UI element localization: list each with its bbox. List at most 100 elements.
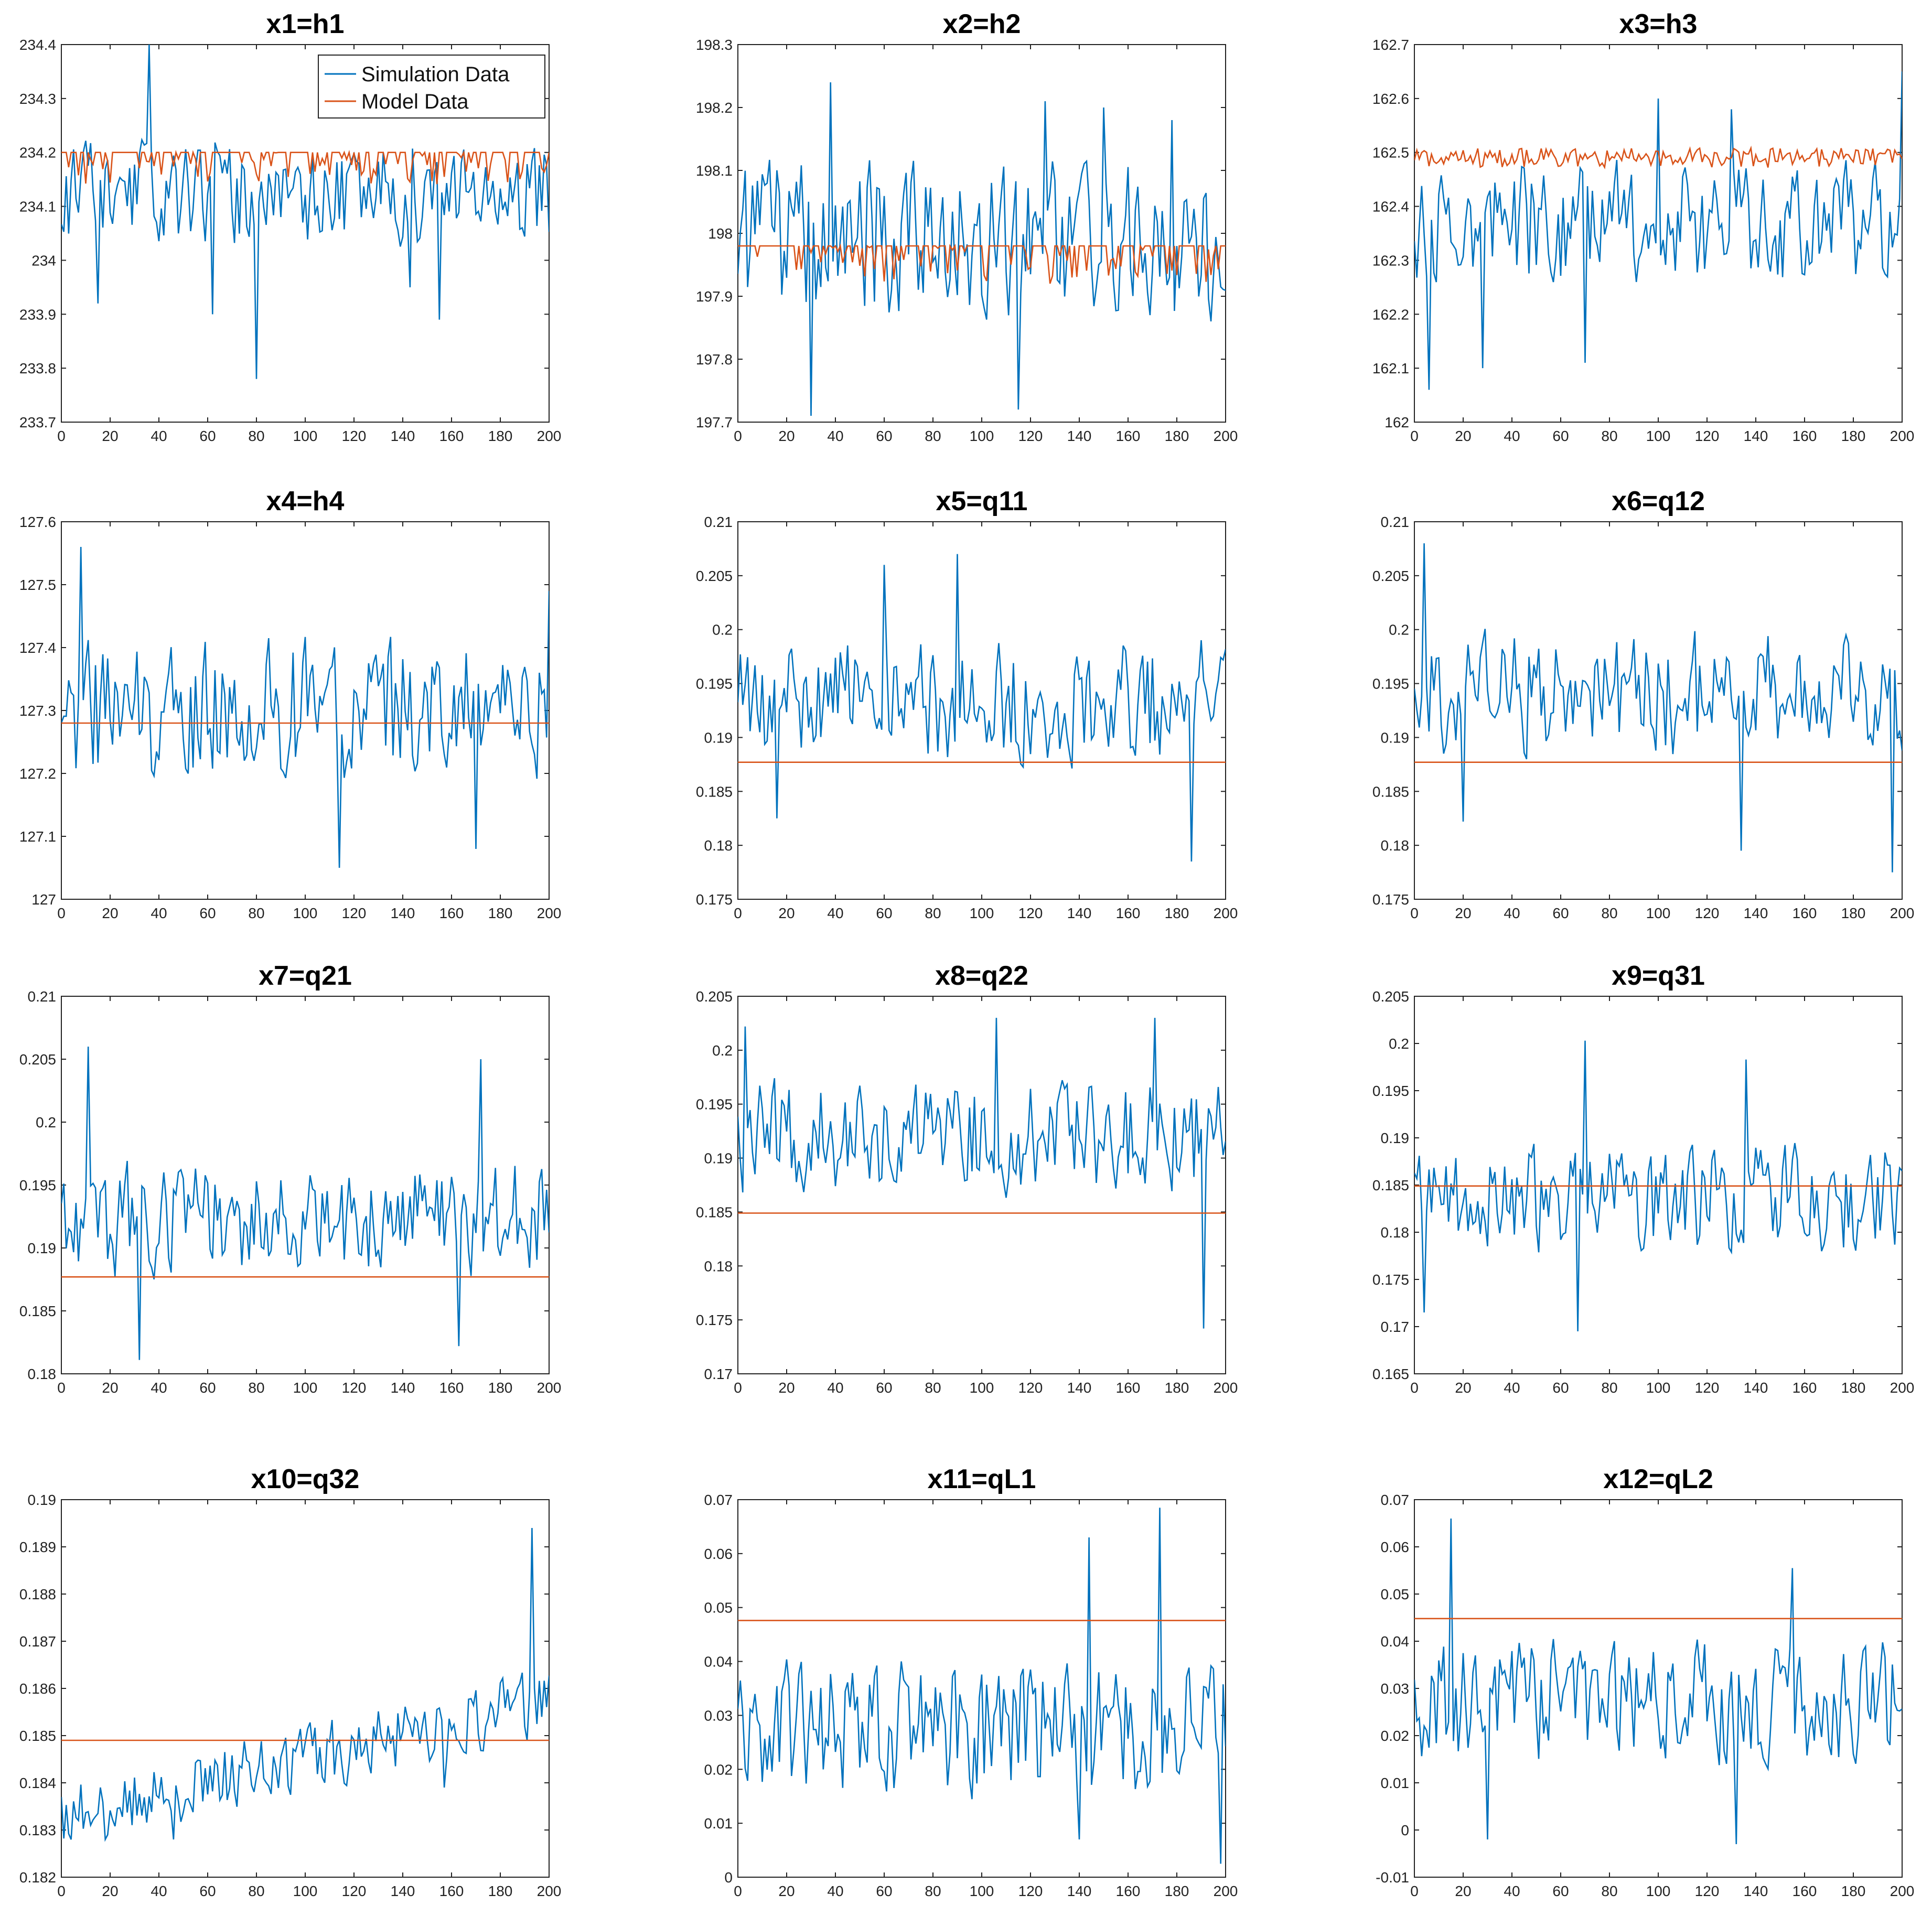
x-tick-label: 40 bbox=[151, 1380, 167, 1396]
y-tick-label: 0.185 bbox=[19, 1728, 56, 1744]
subplot-x3: x3=h3 162 162.1 162.2 162.3 162.4 162.5 162.6 16… bbox=[1353, 0, 1930, 472]
x-tick-label: 40 bbox=[827, 1380, 843, 1396]
series-simulation-line bbox=[61, 1046, 549, 1360]
y-tick-label: 0.01 bbox=[1381, 1775, 1410, 1791]
series-simulation-line bbox=[1414, 543, 1902, 873]
y-tick-label: 162 bbox=[1384, 414, 1409, 430]
x-tick-label: 140 bbox=[1744, 428, 1768, 444]
x-tick-label: 180 bbox=[1841, 1380, 1866, 1396]
series-simulation-line bbox=[738, 554, 1226, 862]
y-tick-label: 162.7 bbox=[1372, 37, 1409, 53]
x-tick-label: 180 bbox=[1841, 1883, 1866, 1899]
x-tick-label: 200 bbox=[1890, 905, 1915, 921]
legend-label: Simulation Data bbox=[361, 63, 510, 86]
y-tick-label: 127 bbox=[31, 891, 56, 908]
x-tick-label: 60 bbox=[1552, 905, 1569, 921]
y-tick-label: 0.2 bbox=[712, 622, 733, 638]
x-tick-label: 200 bbox=[537, 905, 562, 921]
y-tick-label: 0.205 bbox=[696, 988, 733, 1005]
x-tick-label: 120 bbox=[1018, 1380, 1043, 1396]
y-tick-label: 0.19 bbox=[1381, 1130, 1410, 1146]
x-tick-label: 120 bbox=[1018, 905, 1043, 921]
x-tick-label: 20 bbox=[1455, 428, 1471, 444]
y-tick-label: 0.187 bbox=[19, 1633, 56, 1650]
y-tick-label: 198.2 bbox=[696, 100, 733, 116]
x-tick-label: 160 bbox=[439, 1883, 464, 1899]
x-tick-label: 180 bbox=[488, 1883, 513, 1899]
x-tick-label: 160 bbox=[1793, 905, 1817, 921]
chart-x4: x4=h4 127 127.1 127.2 127.3 127.4 127.5 127.6 0 2… bbox=[19, 486, 562, 921]
y-tick-label: 0.185 bbox=[1372, 783, 1409, 800]
x-tick-label: 20 bbox=[778, 1883, 795, 1899]
x-tick-label: 60 bbox=[1552, 1380, 1569, 1396]
x-tick-label: 140 bbox=[1067, 1883, 1092, 1899]
y-tick-label: 162.4 bbox=[1372, 199, 1409, 215]
x-tick-label: 160 bbox=[1116, 905, 1141, 921]
x-tick-label: 0 bbox=[57, 1883, 66, 1899]
x-tick-label: 80 bbox=[1601, 1883, 1617, 1899]
x-tick-label: 160 bbox=[439, 1380, 464, 1396]
x-tick-label: 100 bbox=[1646, 905, 1671, 921]
x-tick-label: 160 bbox=[1116, 1380, 1141, 1396]
chart-x10: x10=q32 0.182 0.183 0.184 0.185 0.186 0.187 0.1… bbox=[19, 1464, 561, 1899]
chart-title: x1=h1 bbox=[266, 9, 345, 39]
y-tick-label: 233.9 bbox=[19, 306, 56, 322]
x-tick-label: 200 bbox=[1214, 905, 1238, 921]
y-tick-label: 0.19 bbox=[704, 1150, 733, 1167]
x-tick-label: 0 bbox=[1410, 1883, 1419, 1899]
chart-title: x11=qL1 bbox=[928, 1464, 1036, 1494]
y-tick-label: 0 bbox=[724, 1869, 733, 1886]
chart-title: x2=h2 bbox=[943, 9, 1021, 39]
x-tick-label: 100 bbox=[1646, 1883, 1671, 1899]
x-tick-label: 120 bbox=[1018, 1883, 1043, 1899]
y-tick-label: 0.21 bbox=[1381, 514, 1410, 530]
y-tick-label: 0.205 bbox=[1372, 568, 1409, 584]
y-tick-label: 198.1 bbox=[696, 163, 733, 179]
x-tick-label: 200 bbox=[537, 428, 562, 444]
y-tick-label: 0.17 bbox=[704, 1366, 733, 1382]
x-tick-label: 120 bbox=[1695, 905, 1720, 921]
y-tick-label: 198.3 bbox=[696, 37, 733, 53]
y-tick-label: 197.9 bbox=[696, 288, 733, 305]
x-tick-label: 40 bbox=[151, 905, 167, 921]
series-simulation-line bbox=[738, 82, 1226, 416]
x-tick-label: 0 bbox=[734, 428, 742, 444]
chart-x12: x12=qL2-0.0100.010.020.030.040.050.060.0… bbox=[1376, 1464, 1914, 1899]
y-tick-label: 0.185 bbox=[1372, 1177, 1409, 1193]
x-tick-label: 40 bbox=[827, 428, 843, 444]
y-tick-label: 0.205 bbox=[19, 1051, 56, 1068]
chart-title: x4=h4 bbox=[266, 486, 345, 516]
series-simulation-line bbox=[738, 1508, 1226, 1864]
x-tick-label: 180 bbox=[1165, 428, 1189, 444]
y-tick-label: 0.2 bbox=[1389, 622, 1409, 638]
y-tick-label: 0.185 bbox=[19, 1303, 56, 1319]
x-tick-label: 60 bbox=[1552, 1883, 1569, 1899]
y-tick-label: 234.3 bbox=[19, 91, 56, 107]
x-tick-label: 160 bbox=[1116, 1883, 1141, 1899]
x-tick-label: 0 bbox=[1410, 1380, 1419, 1396]
series-simulation-line bbox=[738, 1018, 1226, 1329]
x-tick-label: 140 bbox=[1744, 905, 1768, 921]
x-tick-label: 120 bbox=[1695, 428, 1720, 444]
y-tick-label: 0.175 bbox=[1372, 891, 1409, 908]
legend: Simulation Data Model Data bbox=[318, 55, 545, 119]
plot-area bbox=[737, 44, 1226, 423]
x-tick-label: 140 bbox=[391, 1883, 415, 1899]
x-tick-label: 160 bbox=[1793, 428, 1817, 444]
x-tick-label: 40 bbox=[1504, 1380, 1520, 1396]
y-tick-label: 162.5 bbox=[1372, 145, 1409, 161]
x-tick-label: 100 bbox=[970, 428, 994, 444]
x-tick-label: 120 bbox=[1018, 428, 1043, 444]
x-tick-label: 140 bbox=[391, 428, 415, 444]
x-tick-label: 100 bbox=[293, 1380, 318, 1396]
plot-area bbox=[1414, 521, 1903, 900]
y-tick-label: 0.05 bbox=[1381, 1586, 1410, 1602]
y-tick-label: 0.195 bbox=[19, 1177, 56, 1193]
subplot-x2: x2=h2 197.7 197.8 197.9 198 198.1 198.2 198.3 0 2… bbox=[677, 0, 1253, 472]
x-tick-label: 100 bbox=[1646, 1380, 1671, 1396]
subplot-x4: x4=h4 127 127.1 127.2 127.3 127.4 127.5 127.6 0 2… bbox=[0, 477, 577, 949]
y-tick-label: 0.07 bbox=[1381, 1492, 1410, 1508]
chart-x11: x11=qL1 0 0.01 0.02 0.03 0.04 0.05 0.06 0.07 0 20 4… bbox=[704, 1464, 1238, 1899]
plot-area bbox=[61, 1499, 550, 1878]
